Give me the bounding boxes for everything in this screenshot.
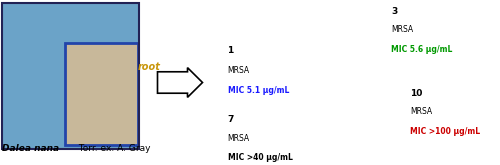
- Text: 7: 7: [228, 115, 234, 125]
- Bar: [65, 43, 138, 145]
- Bar: [2, 3, 139, 148]
- Text: MIC >100 μg/mL: MIC >100 μg/mL: [410, 127, 480, 136]
- Text: Torr. ex. A. Gray: Torr. ex. A. Gray: [76, 144, 150, 153]
- Text: 3: 3: [391, 7, 397, 16]
- FancyArrow shape: [158, 68, 202, 97]
- Bar: [2, 3, 139, 148]
- Text: MRSA: MRSA: [391, 25, 413, 34]
- Text: 10: 10: [410, 89, 422, 98]
- Text: MIC 5.6 μg/mL: MIC 5.6 μg/mL: [391, 45, 452, 54]
- Text: MIC 5.1 μg/mL: MIC 5.1 μg/mL: [228, 86, 289, 95]
- Text: 1: 1: [228, 46, 234, 55]
- Text: root: root: [138, 62, 160, 72]
- Text: MIC >40 μg/mL: MIC >40 μg/mL: [228, 153, 292, 163]
- Text: MRSA: MRSA: [228, 66, 250, 75]
- Text: MRSA: MRSA: [410, 107, 432, 116]
- Text: Dalea nana: Dalea nana: [2, 144, 59, 153]
- Text: MRSA: MRSA: [228, 134, 250, 143]
